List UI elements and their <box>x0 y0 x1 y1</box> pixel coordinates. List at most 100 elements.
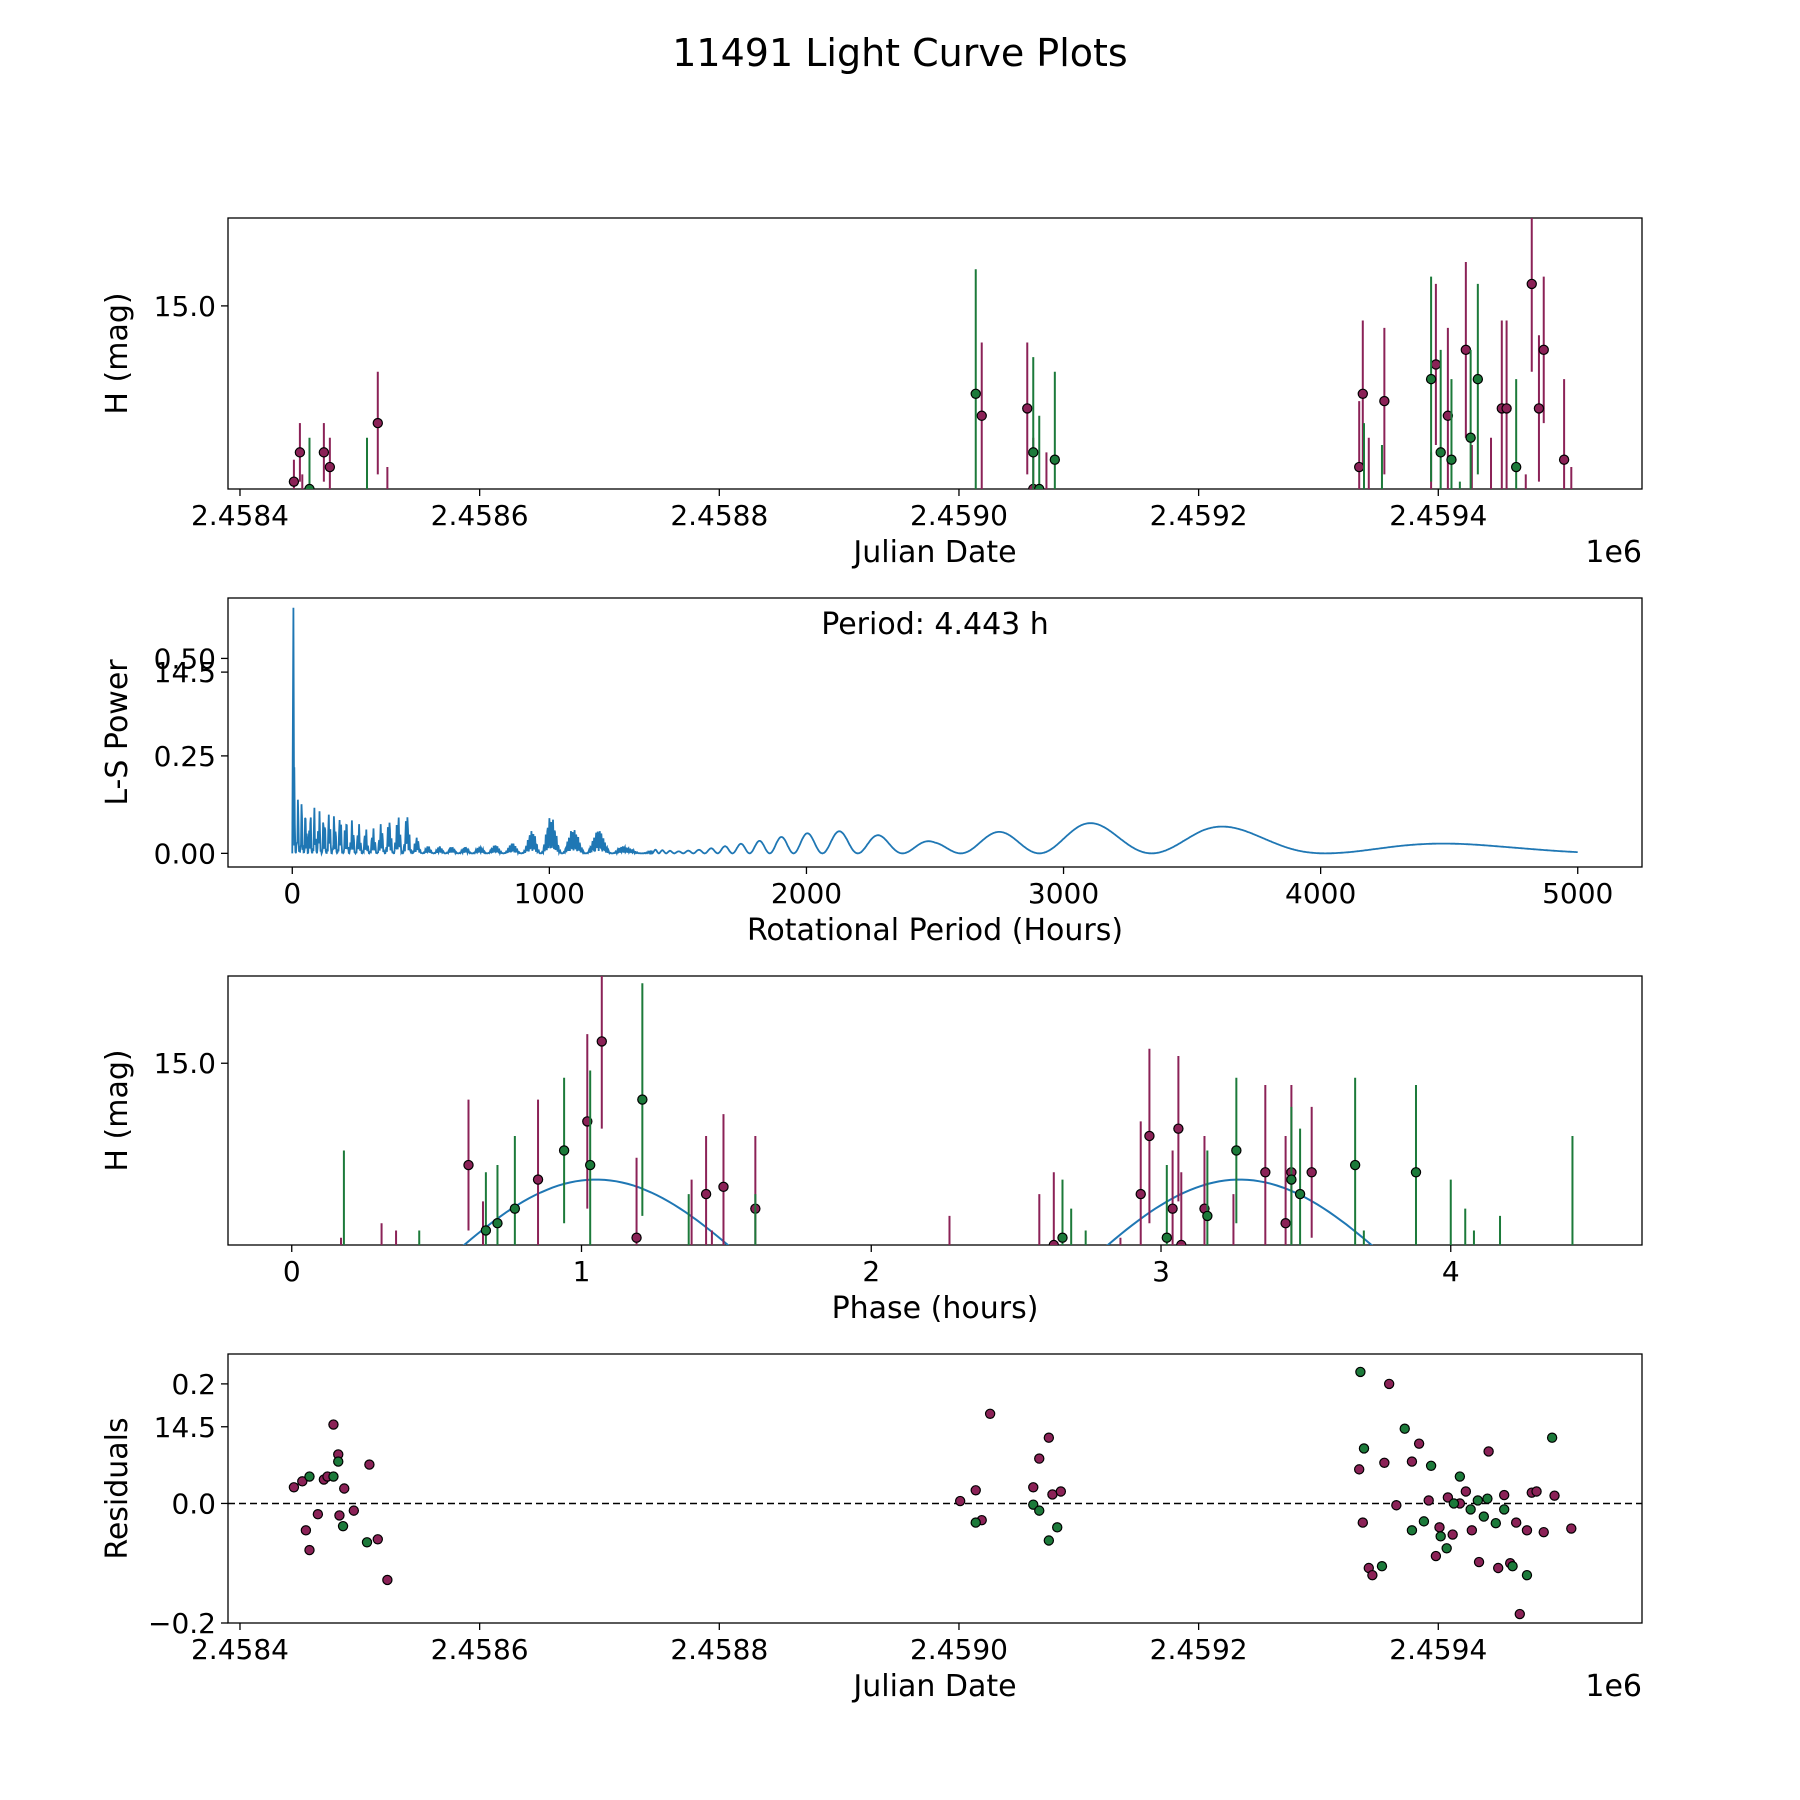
magenta-point <box>1383 1378 1395 1390</box>
lightcurve-xtick-label: 2.4594 <box>1389 499 1487 532</box>
magenta-point <box>1514 1608 1525 1620</box>
periodogram-ylabel: L-S Power <box>100 659 135 806</box>
lightcurve-axes: 2.4584 2.4586 2.4588 2.4590 2.4592 2.4594 14.5… <box>100 217 1643 689</box>
magenta-point <box>1413 1438 1425 1449</box>
magenta-point <box>1423 1495 1434 1506</box>
magenta-point <box>324 461 336 473</box>
magenta-point <box>1486 506 1495 515</box>
green-point <box>970 1517 981 1528</box>
magenta-point <box>1538 1526 1549 1538</box>
magenta-point <box>1442 1492 1454 1503</box>
lightcurve-xtick-label: 2.4586 <box>431 499 529 532</box>
magenta-point <box>1447 1529 1458 1540</box>
green-point <box>1043 1535 1055 1546</box>
magenta-point <box>1048 609 1057 618</box>
magenta-point <box>976 410 987 421</box>
magenta-point <box>1144 1130 1155 1142</box>
magenta-point <box>1028 1482 1039 1493</box>
magenta-point <box>1048 1239 1059 1245</box>
magenta-point <box>365 543 374 552</box>
green-point <box>1472 1495 1484 1506</box>
green-point <box>362 492 371 501</box>
magenta-point <box>334 1510 345 1521</box>
magenta-point <box>1521 543 1530 552</box>
green-point <box>1435 447 1446 458</box>
phased-xtick-label: 1 <box>573 1255 591 1288</box>
magenta-point <box>298 514 307 523</box>
green-point <box>329 609 338 618</box>
magenta-point <box>1510 1342 1519 1351</box>
magenta-point <box>297 1476 308 1487</box>
green-point <box>304 483 315 489</box>
residuals-ytick-label: 0.2 <box>171 1368 216 1401</box>
green-point <box>1465 1504 1476 1515</box>
residuals-ytick-label: −0.2 <box>148 1607 216 1640</box>
green-point <box>1469 1313 1478 1322</box>
magenta-point <box>687 1248 696 1257</box>
magenta-point <box>360 1451 369 1460</box>
green-point <box>1404 572 1413 581</box>
green-point <box>339 1262 348 1271</box>
periodogram-line <box>291 607 1578 857</box>
magenta-point <box>342 587 351 596</box>
green-point <box>328 1471 339 1482</box>
residuals-xtick-label: 2.4586 <box>431 1633 529 1666</box>
magenta-point <box>1442 410 1454 421</box>
magenta-point <box>1549 1490 1560 1501</box>
green-point <box>1376 1561 1388 1572</box>
green-point <box>1081 1291 1090 1300</box>
residuals-xtick-label: 2.4584 <box>191 1633 289 1666</box>
periodogram-ytick-label: 0.25 <box>154 740 216 773</box>
magenta-point <box>1430 359 1442 370</box>
magenta-point <box>971 572 980 581</box>
green-point <box>806 1379 815 1388</box>
lightcurve-xlabel: Julian Date <box>851 535 1016 570</box>
magenta-point <box>1022 403 1033 414</box>
magenta-point <box>1455 631 1464 640</box>
green-point <box>1028 447 1039 458</box>
phased-xtick-label: 0 <box>283 1255 301 1288</box>
magenta-point <box>1379 1457 1390 1468</box>
magenta-point <box>313 587 322 596</box>
magenta-point <box>1415 631 1424 640</box>
green-point <box>1231 1145 1242 1156</box>
lightcurve-ylabel: H (mag) <box>100 292 135 414</box>
residuals-xtick-label: 2.4588 <box>670 1633 768 1666</box>
residuals-ylabel: Residuals <box>100 1417 135 1559</box>
lightcurve-plot-area <box>288 218 1573 640</box>
green-point <box>1057 1232 1068 1243</box>
residuals-xtick-label: 2.4592 <box>1150 1633 1248 1666</box>
green-point <box>337 1520 349 1532</box>
periodogram-ytick-label: 0.00 <box>154 837 216 870</box>
magenta-point <box>718 1181 729 1193</box>
magenta-point <box>307 1335 316 1344</box>
phased-ytick-label: 15.0 <box>154 1047 216 1080</box>
green-point <box>1418 1516 1430 1527</box>
green-point <box>1461 1299 1470 1308</box>
residuals-plot-area <box>228 1366 1642 1620</box>
magenta-point <box>1474 558 1483 567</box>
figure-title: 11491 Light Curve Plots <box>672 31 1127 75</box>
magenta-point <box>1034 1453 1045 1464</box>
magenta-point <box>377 1277 386 1286</box>
magenta-point <box>1533 403 1545 414</box>
magenta-point <box>1510 1517 1522 1528</box>
magenta-point <box>312 1509 324 1520</box>
magenta-point <box>1042 506 1051 515</box>
green-point <box>1028 1499 1039 1510</box>
green-point <box>1294 1188 1306 1200</box>
green-point <box>1478 1511 1490 1522</box>
green-point <box>1546 1432 1558 1443</box>
periodogram-frame <box>227 597 1643 868</box>
magenta-point <box>1538 344 1549 356</box>
green-point <box>1490 1517 1502 1529</box>
magenta-point <box>954 1495 966 1507</box>
lightcurve-xtick-label: 2.4592 <box>1150 499 1248 532</box>
phased-xlabel: Phase (hours) <box>832 1291 1039 1326</box>
magenta-point <box>1566 1523 1577 1534</box>
magenta-point <box>335 572 344 581</box>
phased-xtick-label: 2 <box>862 1255 880 1288</box>
magenta-point <box>1035 1262 1044 1271</box>
green-point <box>480 1225 492 1236</box>
green-point <box>1377 506 1386 515</box>
